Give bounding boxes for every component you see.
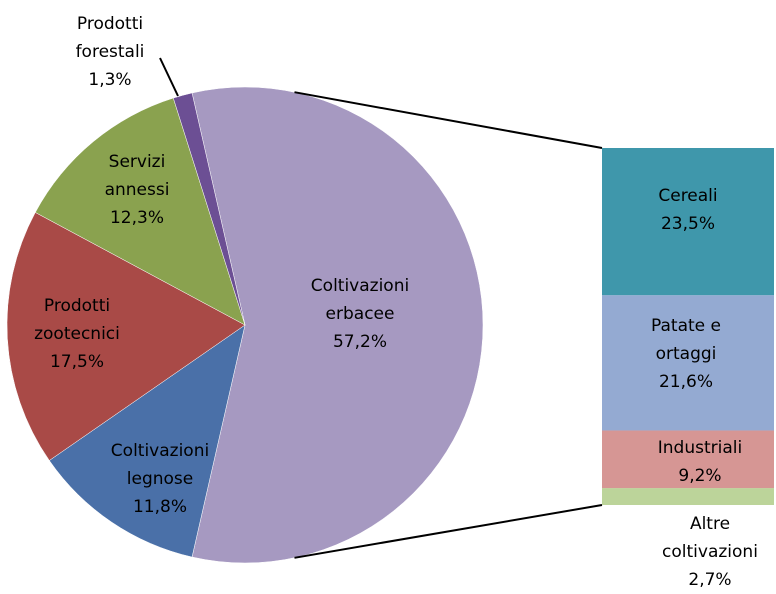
pie-slice — [34, 97, 246, 326]
category-name: Altre coltivazioni — [662, 514, 758, 562]
connector-line — [294, 91, 603, 149]
pie-slice — [191, 86, 484, 564]
data-label: Servizi annessi 12,3% — [82, 148, 192, 232]
value-label: 2,7% — [688, 570, 732, 590]
pie-slice — [6, 212, 246, 461]
category-name: Servizi annessi — [104, 152, 170, 200]
value-label: 17,5% — [49, 352, 104, 372]
category-name: Prodotti forestali — [75, 14, 145, 62]
value-label: 11,8% — [132, 497, 187, 517]
data-label: Coltivazioni legnose 11,8% — [90, 437, 230, 521]
data-label: Altre coltivazioni 2,7% — [645, 510, 775, 594]
data-label: Patate e ortaggi 21,6% — [636, 312, 736, 396]
leader-line — [159, 57, 179, 97]
bar-segment — [602, 148, 774, 296]
data-label: Coltivazioni erbacee 57,2% — [275, 272, 445, 356]
category-name: Patate e ortaggi — [651, 316, 721, 364]
data-label: Prodotti zootecnici 17,5% — [7, 292, 147, 376]
bar-segment — [602, 488, 774, 505]
bar-segment — [602, 430, 774, 489]
data-label: Prodotti forestali 1,3% — [55, 10, 165, 94]
bar-segment — [602, 295, 774, 431]
value-label: 23,5% — [660, 214, 715, 234]
connector-line — [294, 504, 603, 559]
value-label: 9,2% — [678, 466, 722, 486]
value-label: 1,3% — [88, 70, 132, 90]
category-name: Cereali — [658, 186, 718, 206]
data-label: Cereali 23,5% — [623, 182, 753, 238]
value-label: 21,6% — [658, 372, 713, 392]
pie-slice — [48, 324, 246, 558]
category-name: Coltivazioni legnose — [110, 441, 210, 489]
value-label: 12,3% — [109, 208, 164, 228]
category-name: Industriali — [657, 438, 743, 458]
data-label: Industriali 9,2% — [635, 434, 765, 490]
pie-slice — [172, 92, 246, 326]
category-name: Coltivazioni erbacee — [310, 276, 410, 324]
value-label: 57,2% — [332, 332, 387, 352]
category-name: Prodotti zootecnici — [34, 296, 120, 344]
